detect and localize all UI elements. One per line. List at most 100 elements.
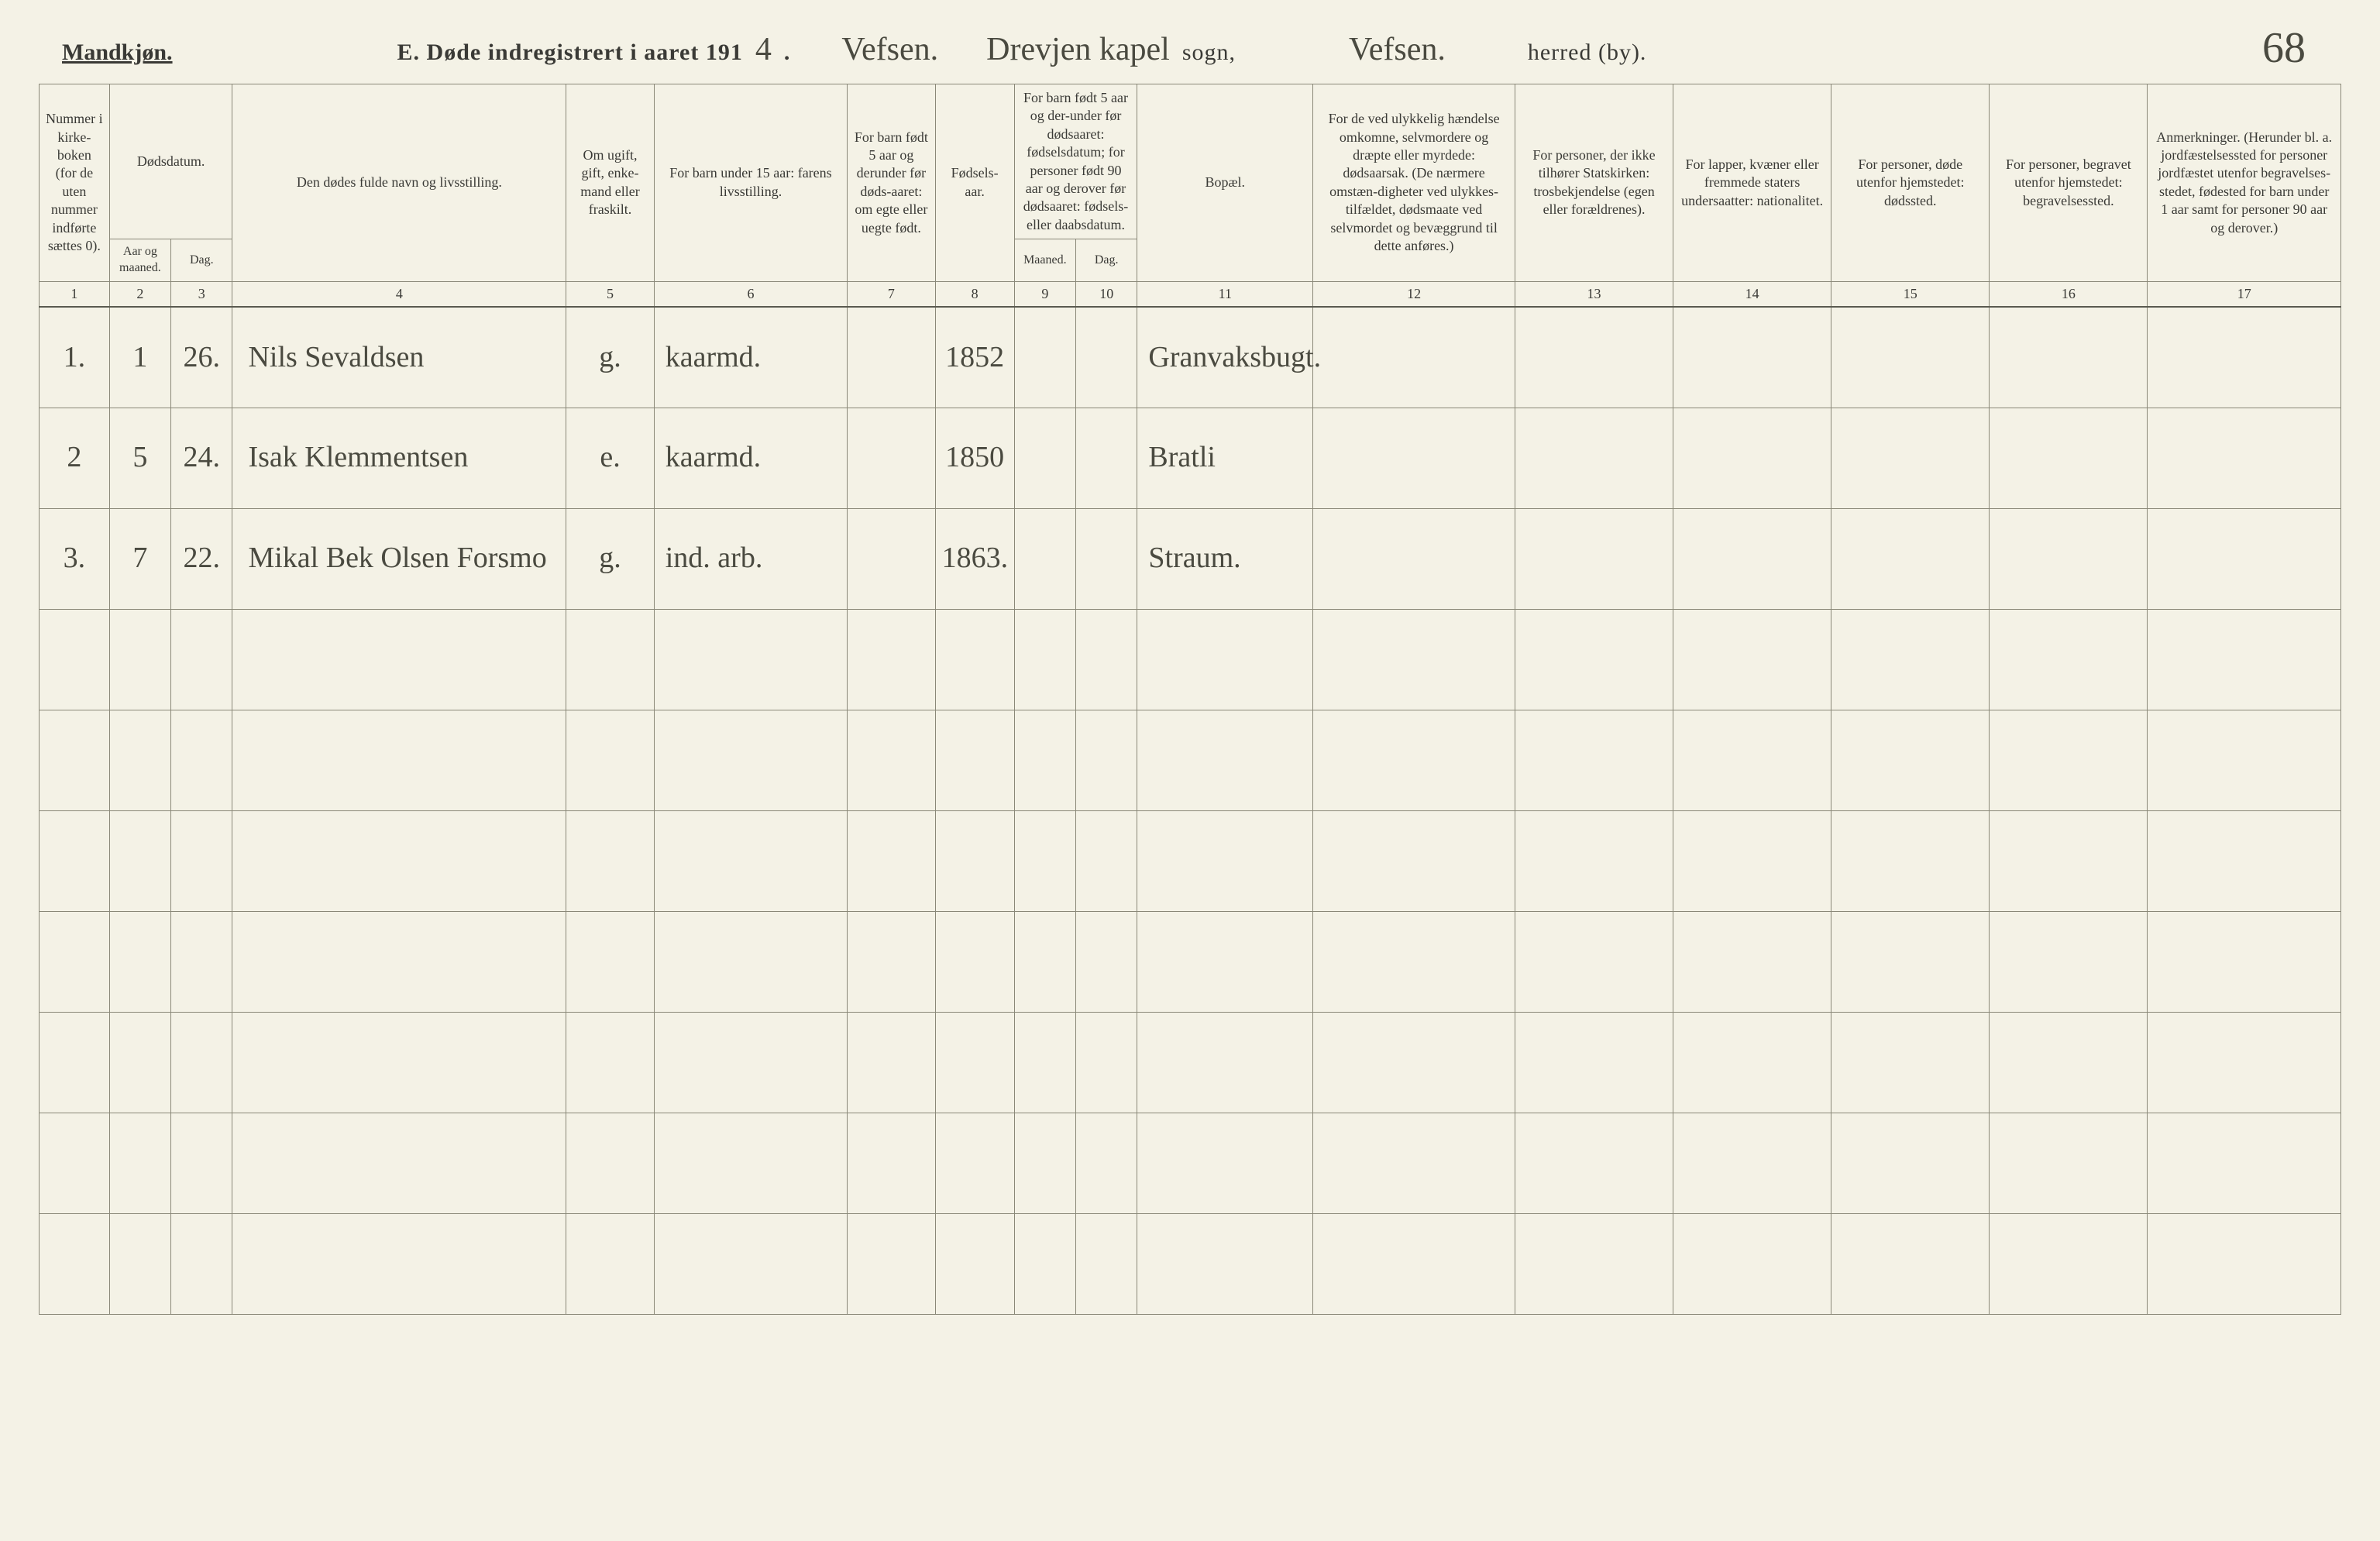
cell-c12: [1313, 307, 1515, 408]
cell-status: [566, 911, 654, 1012]
cell-c17: [2148, 609, 2341, 710]
cell-residence: [1137, 1113, 1313, 1213]
cell-day: [171, 1113, 232, 1213]
cell-c15: [1831, 307, 1990, 408]
cell-c16: [1990, 1113, 2148, 1213]
cell-status: [566, 609, 654, 710]
cell-birth_year: 1852: [935, 307, 1014, 408]
cell-birth_year: [935, 810, 1014, 911]
cell-day: 22.: [171, 508, 232, 609]
table-row: [40, 1012, 2341, 1113]
cell-num: [40, 911, 110, 1012]
colnum: 2: [109, 281, 170, 307]
cell-b_month: [1014, 911, 1075, 1012]
cell-c16: [1990, 710, 2148, 810]
table-row: [40, 710, 2341, 810]
cell-name: [232, 1213, 566, 1314]
cell-name: [232, 1113, 566, 1213]
col-5-header: Om ugift, gift, enke-mand eller fraskilt…: [566, 84, 654, 282]
cell-father: [654, 1012, 847, 1113]
gender-label: Mandkjøn.: [62, 40, 173, 66]
cell-num: 1.: [40, 307, 110, 408]
cell-father: kaarmd.: [654, 307, 847, 408]
cell-month: [109, 1213, 170, 1314]
cell-c16: [1990, 408, 2148, 508]
cell-residence: [1137, 710, 1313, 810]
col-2-3-group-header: Dødsdatum.: [109, 84, 232, 239]
cell-c14: [1673, 1213, 1831, 1314]
cell-name: Nils Sevaldsen: [232, 307, 566, 408]
cell-b_month: [1014, 609, 1075, 710]
cell-day: [171, 810, 232, 911]
cell-b_month: [1014, 1213, 1075, 1314]
cell-name: [232, 810, 566, 911]
parish-2: Drevjen kapel: [982, 31, 1175, 68]
cell-status: [566, 810, 654, 911]
cell-c12: [1313, 1213, 1515, 1314]
cell-c16: [1990, 609, 2148, 710]
col-14-header: For lapper, kvæner eller fremmede stater…: [1673, 84, 1831, 282]
cell-c14: [1673, 408, 1831, 508]
cell-father: [654, 1213, 847, 1314]
cell-c15: [1831, 810, 1990, 911]
cell-residence: Bratli: [1137, 408, 1313, 508]
cell-b_month: [1014, 307, 1075, 408]
cell-residence: [1137, 911, 1313, 1012]
cell-c17: [2148, 1113, 2341, 1213]
table-row: 1.126.Nils Sevaldseng.kaarmd.1852Granvak…: [40, 307, 2341, 408]
cell-num: [40, 710, 110, 810]
cell-birth_year: [935, 1012, 1014, 1113]
cell-num: [40, 609, 110, 710]
colnum: 3: [171, 281, 232, 307]
cell-c17: [2148, 1012, 2341, 1113]
register-page: 68 Mandkjøn. E. Døde indregistrert i aar…: [0, 0, 2380, 1541]
cell-c16: [1990, 1213, 2148, 1314]
cell-month: 7: [109, 508, 170, 609]
cell-birth_year: [935, 1213, 1014, 1314]
cell-c12: [1313, 508, 1515, 609]
cell-day: [171, 710, 232, 810]
cell-legit: [848, 508, 935, 609]
colnum: 1: [40, 281, 110, 307]
cell-c12: [1313, 810, 1515, 911]
cell-c14: [1673, 911, 1831, 1012]
cell-month: [109, 710, 170, 810]
cell-c13: [1515, 508, 1673, 609]
cell-status: g.: [566, 508, 654, 609]
colnum: 15: [1831, 281, 1990, 307]
cell-status: g.: [566, 307, 654, 408]
col-4-header: Den dødes fulde navn og livsstilling.: [232, 84, 566, 282]
cell-birth_year: 1850: [935, 408, 1014, 508]
cell-father: [654, 609, 847, 710]
cell-c14: [1673, 810, 1831, 911]
cell-b_day: [1076, 810, 1137, 911]
page-header: Mandkjøn. E. Døde indregistrert i aaret …: [39, 31, 2341, 84]
page-number: 68: [2258, 23, 2310, 73]
cell-c17: [2148, 1213, 2341, 1314]
table-row: 3.722.Mikal Bek Olsen Forsmog.ind. arb.1…: [40, 508, 2341, 609]
cell-c14: [1673, 1012, 1831, 1113]
cell-legit: [848, 810, 935, 911]
col-2-header: Aar og maaned.: [109, 239, 170, 282]
cell-residence: Straum.: [1137, 508, 1313, 609]
cell-b_day: [1076, 508, 1137, 609]
colnum: 12: [1313, 281, 1515, 307]
cell-b_day: [1076, 1012, 1137, 1113]
colnum: 7: [848, 281, 935, 307]
cell-name: [232, 1012, 566, 1113]
col-15-header: For personer, døde utenfor hjemstedet: d…: [1831, 84, 1990, 282]
cell-c12: [1313, 911, 1515, 1012]
cell-residence: [1137, 609, 1313, 710]
cell-c13: [1515, 408, 1673, 508]
col-13-header: For personer, der ikke tilhører Statskir…: [1515, 84, 1673, 282]
colnum: 5: [566, 281, 654, 307]
col-12-header: For de ved ulykkelig hændelse omkomne, s…: [1313, 84, 1515, 282]
cell-c13: [1515, 911, 1673, 1012]
title-line: E. Døde indregistrert i aaret 191 4 . Ve…: [397, 31, 1647, 68]
cell-b_month: [1014, 810, 1075, 911]
cell-legit: [848, 1213, 935, 1314]
col-9-10-group-header: For barn født 5 aar og der-under før død…: [1014, 84, 1137, 239]
cell-legit: [848, 408, 935, 508]
cell-status: [566, 710, 654, 810]
table-body: 1.126.Nils Sevaldseng.kaarmd.1852Granvak…: [40, 307, 2341, 1314]
